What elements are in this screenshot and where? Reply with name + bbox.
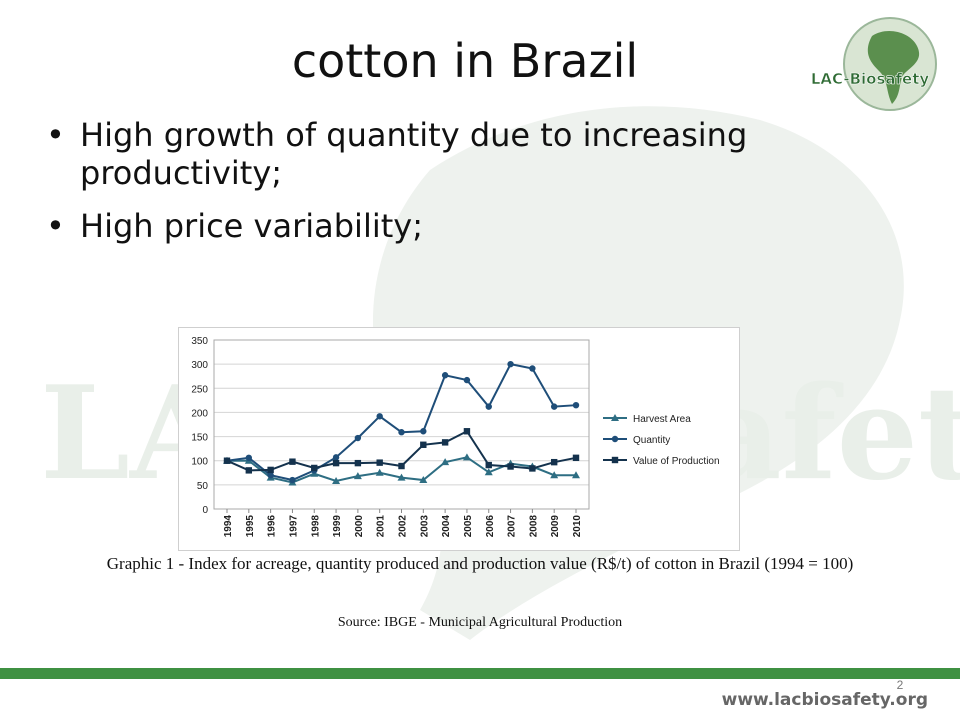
y-tick-label: 50 [197,481,209,492]
data-point [223,457,231,464]
x-tick-label: 1996 [267,515,278,538]
data-point [463,376,471,384]
x-tick-label: 2003 [419,515,430,538]
x-tick-label: 2008 [528,515,539,538]
chart-caption: Graphic 1 - Index for acreage, quantity … [106,554,854,573]
page-number: 2 [896,678,904,692]
x-tick-label: 1998 [310,515,321,538]
data-point [441,439,449,446]
data-point [550,458,558,466]
data-point [420,441,427,448]
footer-url[interactable]: www.lacbiosafety.org [721,690,928,710]
x-tick-label: 2005 [463,515,474,538]
data-point [441,372,449,379]
data-point [550,471,559,479]
data-point [485,403,492,410]
data-point [572,401,580,409]
y-tick-label: 200 [191,408,208,419]
x-tick-label: 2001 [376,515,387,538]
x-tick-label: 1997 [288,515,299,538]
data-point [398,462,405,470]
x-tick-label: 1995 [245,515,256,538]
data-point [332,454,340,461]
x-tick-label: 1994 [223,515,234,538]
data-point [354,459,362,467]
data-point [529,465,536,472]
data-point [507,360,514,368]
footer-bar [0,668,960,679]
data-point [289,458,296,465]
x-tick-label: 2007 [507,515,518,538]
x-tick-label: 2002 [398,515,409,538]
chart-source: Source: IBGE - Municipal Agricultural Pr… [337,615,623,630]
data-point [572,471,580,479]
y-tick-label: 350 [191,336,208,347]
data-point [550,403,558,410]
data-point [611,435,619,443]
data-point [245,454,253,462]
x-tick-label: 2000 [354,515,365,538]
data-point [353,472,362,480]
y-tick-label: 100 [191,457,208,468]
data-point [529,365,536,372]
bullet-dot: • [46,207,65,245]
data-point [462,453,471,461]
data-point [354,434,362,442]
legend-label: Quantity [633,435,670,446]
data-point [611,414,619,421]
bullet-item: • High growth of quantity due to increasi… [46,116,816,192]
legend-label: Value of Production [633,456,720,467]
data-point [375,468,384,476]
legend-label: Harvest Area [633,414,691,425]
series-line [226,363,577,482]
data-point [332,476,341,484]
bullet-text: High growth of quantity due to increasin… [80,116,748,192]
chart-panel: 0 50 100 150 200 250 300 350 1994 1995 1996 1997 199… [178,327,740,551]
data-point [311,464,318,472]
y-tick-label: 250 [191,384,208,395]
data-point [485,461,492,469]
data-point [611,456,619,464]
y-tick-label: 0 [202,505,208,516]
slide-title: cotton in Brazil [291,34,639,88]
y-tick-label: 150 [191,433,208,444]
bullet-dot: • [46,116,65,154]
y-tick-label: 300 [191,360,208,371]
data-point [332,459,340,467]
data-point [463,428,471,435]
bullet-text: High price variability; [80,207,423,245]
logo-text: LAC-Biosafety [811,70,930,88]
line-chart: 0 50 100 150 200 250 300 350 1994 1995 1996 1997 199… [191,336,720,538]
data-point [376,459,383,466]
data-point [397,473,406,481]
x-tick-label: 2009 [550,515,561,538]
data-point [572,454,580,462]
x-tick-label: 2010 [572,515,583,538]
lac-biosafety-logo: LAC-Biosafety [811,17,937,111]
x-tick-label: 1999 [332,515,343,538]
globe-continent-shape [867,31,920,104]
data-point [441,458,450,466]
data-point [245,467,253,474]
bullet-list: • High growth of quantity due to increasi… [46,116,816,260]
data-point [398,429,405,436]
data-point [376,413,383,420]
data-point [267,472,274,479]
data-point [484,468,493,476]
data-point [420,428,427,435]
data-point [419,476,428,484]
data-point [289,476,296,484]
data-point [267,466,274,474]
x-tick-label: 2004 [441,515,452,538]
data-point [507,463,514,470]
bullet-item: • High price variability; [46,207,816,245]
x-tick-label: 2006 [485,515,496,538]
